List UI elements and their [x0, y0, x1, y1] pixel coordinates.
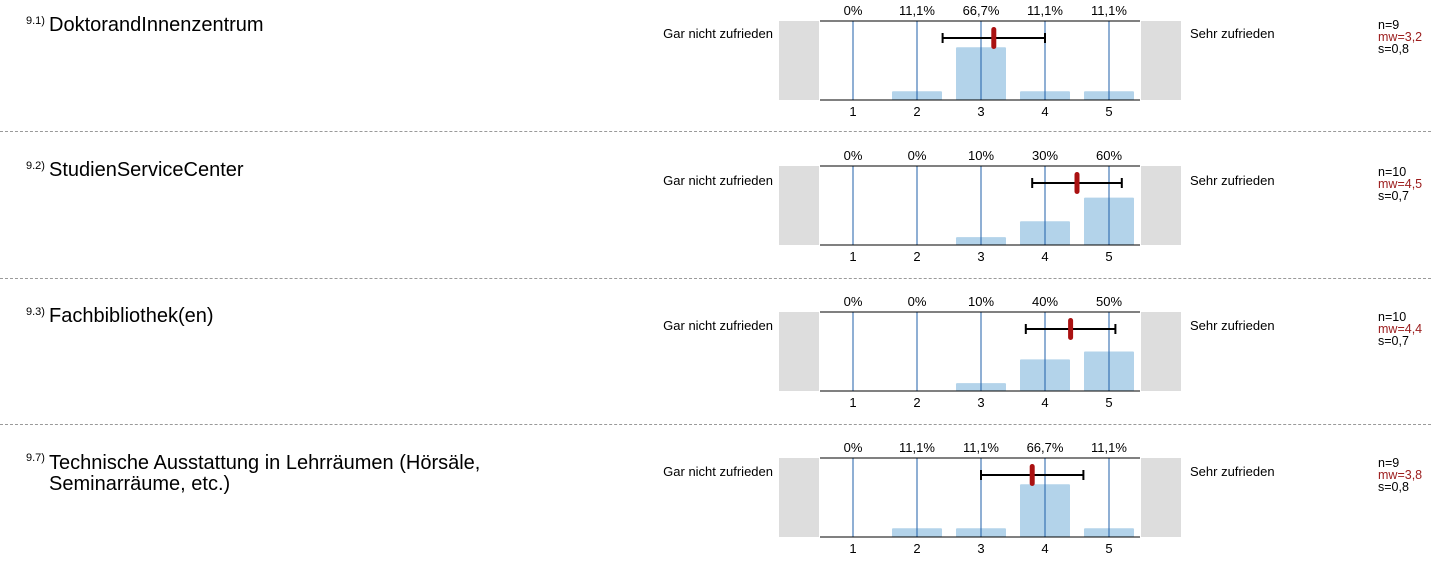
- percent-label: 50%: [1096, 294, 1122, 309]
- question-item: 9.1) DoktorandInnenzentrum Gar nicht zuf…: [0, 0, 1431, 145]
- stats-block: n=9 mw=3,2 s=0,8: [1378, 18, 1423, 56]
- mean-marker: [991, 27, 997, 49]
- tick-label: 3: [977, 104, 984, 119]
- scale-right-label: Sehr zufrieden: [1190, 26, 1275, 41]
- separator: [0, 278, 1431, 279]
- tick-label: 3: [977, 395, 984, 410]
- tick-label: 3: [977, 541, 984, 556]
- stat-n: n=9: [1378, 18, 1400, 32]
- question-title: Fachbibliothek(en): [49, 305, 214, 327]
- question-title: Technische Ausstattung in Lehrräumen (Hö…: [49, 452, 481, 495]
- left-scale-box: [779, 166, 819, 245]
- percent-label: 11,1%: [899, 440, 935, 455]
- mean-marker: [1029, 464, 1035, 486]
- percent-label: 66,7%: [963, 3, 1000, 18]
- question-item: 9.3) Fachbibliothek(en) Gar nicht zufrie…: [0, 291, 1431, 436]
- question-number: 9.7): [26, 452, 45, 464]
- percent-label: 60%: [1096, 148, 1122, 163]
- separator: [0, 424, 1431, 425]
- mean-marker: [1074, 172, 1080, 194]
- question-number: 9.3): [26, 306, 45, 318]
- scale-left-label: Gar nicht zufrieden: [663, 173, 773, 188]
- stat-sd: s=0,8: [1378, 42, 1409, 56]
- tick-label: 2: [913, 541, 920, 556]
- percent-label: 40%: [1032, 294, 1058, 309]
- right-scale-box: [1141, 458, 1181, 537]
- tick-label: 1: [849, 249, 856, 264]
- percent-label: 10%: [968, 294, 994, 309]
- stats-block: n=10 mw=4,4 s=0,7: [1378, 310, 1423, 348]
- percent-label: 66,7%: [1027, 440, 1064, 455]
- question-number: 9.1): [26, 15, 45, 27]
- percent-label: 0%: [844, 440, 863, 455]
- mean-marker: [1068, 318, 1074, 340]
- response-chart: 0% 0% 10% 40% 50% 1 2 3 4 5: [779, 294, 1181, 410]
- stat-mean: mw=3,2: [1378, 30, 1423, 44]
- tick-label: 2: [913, 395, 920, 410]
- stat-mean: mw=3,8: [1378, 468, 1423, 482]
- right-scale-box: [1141, 312, 1181, 391]
- question-item: 9.2) StudienServiceCenter Gar nicht zufr…: [0, 145, 1431, 290]
- percent-label: 11,1%: [899, 3, 935, 18]
- left-scale-box: [779, 458, 819, 537]
- question-item: 9.7) Technische Ausstattung in Lehrräume…: [0, 437, 1431, 582]
- stat-sd: s=0,8: [1378, 480, 1409, 494]
- percent-label: 0%: [844, 3, 863, 18]
- right-scale-box: [1141, 166, 1181, 245]
- tick-label: 4: [1041, 541, 1048, 556]
- right-scale-box: [1141, 21, 1181, 100]
- stat-n: n=10: [1378, 165, 1407, 179]
- tick-label: 5: [1105, 541, 1112, 556]
- tick-label: 4: [1041, 104, 1048, 119]
- left-scale-box: [779, 21, 819, 100]
- stat-n: n=9: [1378, 456, 1400, 470]
- tick-label: 5: [1105, 104, 1112, 119]
- scale-right-label: Sehr zufrieden: [1190, 173, 1275, 188]
- percent-label: 11,1%: [1091, 3, 1127, 18]
- scale-right-label: Sehr zufrieden: [1190, 318, 1275, 333]
- stat-sd: s=0,7: [1378, 334, 1409, 348]
- left-scale-box: [779, 312, 819, 391]
- tick-label: 5: [1105, 395, 1112, 410]
- response-chart: 0% 11,1% 11,1% 66,7% 11,1% 1 2 3 4 5: [779, 440, 1181, 556]
- stats-block: n=9 mw=3,8 s=0,8: [1378, 456, 1423, 494]
- scale-left-label: Gar nicht zufrieden: [663, 318, 773, 333]
- tick-label: 1: [849, 104, 856, 119]
- percent-label: 10%: [968, 148, 994, 163]
- tick-label: 4: [1041, 249, 1048, 264]
- percent-label: 11,1%: [1027, 3, 1063, 18]
- question-title: StudienServiceCenter: [49, 159, 244, 181]
- question-number: 9.2): [26, 160, 45, 172]
- stats-block: n=10 mw=4,5 s=0,7: [1378, 165, 1423, 203]
- tick-label: 2: [913, 104, 920, 119]
- tick-label: 4: [1041, 395, 1048, 410]
- scale-right-label: Sehr zufrieden: [1190, 464, 1275, 479]
- percent-label: 11,1%: [1091, 440, 1127, 455]
- percent-label: 11,1%: [963, 440, 999, 455]
- percent-label: 0%: [844, 148, 863, 163]
- percent-label: 0%: [908, 294, 927, 309]
- response-chart: 0% 11,1% 66,7% 11,1% 11,1% 1 2 3 4 5: [779, 3, 1181, 119]
- separator: [0, 131, 1431, 132]
- stat-mean: mw=4,4: [1378, 322, 1423, 336]
- tick-label: 3: [977, 249, 984, 264]
- scale-left-label: Gar nicht zufrieden: [663, 26, 773, 41]
- percent-label: 0%: [908, 148, 927, 163]
- stat-sd: s=0,7: [1378, 189, 1409, 203]
- percent-label: 0%: [844, 294, 863, 309]
- stat-n: n=10: [1378, 310, 1407, 324]
- tick-label: 5: [1105, 249, 1112, 264]
- response-chart: 0% 0% 10% 30% 60% 1 2 3 4 5: [779, 148, 1181, 264]
- tick-label: 1: [849, 541, 856, 556]
- percent-label: 30%: [1032, 148, 1058, 163]
- tick-label: 2: [913, 249, 920, 264]
- tick-label: 1: [849, 395, 856, 410]
- scale-left-label: Gar nicht zufrieden: [663, 464, 773, 479]
- stat-mean: mw=4,5: [1378, 177, 1423, 191]
- question-title: DoktorandInnenzentrum: [49, 14, 264, 36]
